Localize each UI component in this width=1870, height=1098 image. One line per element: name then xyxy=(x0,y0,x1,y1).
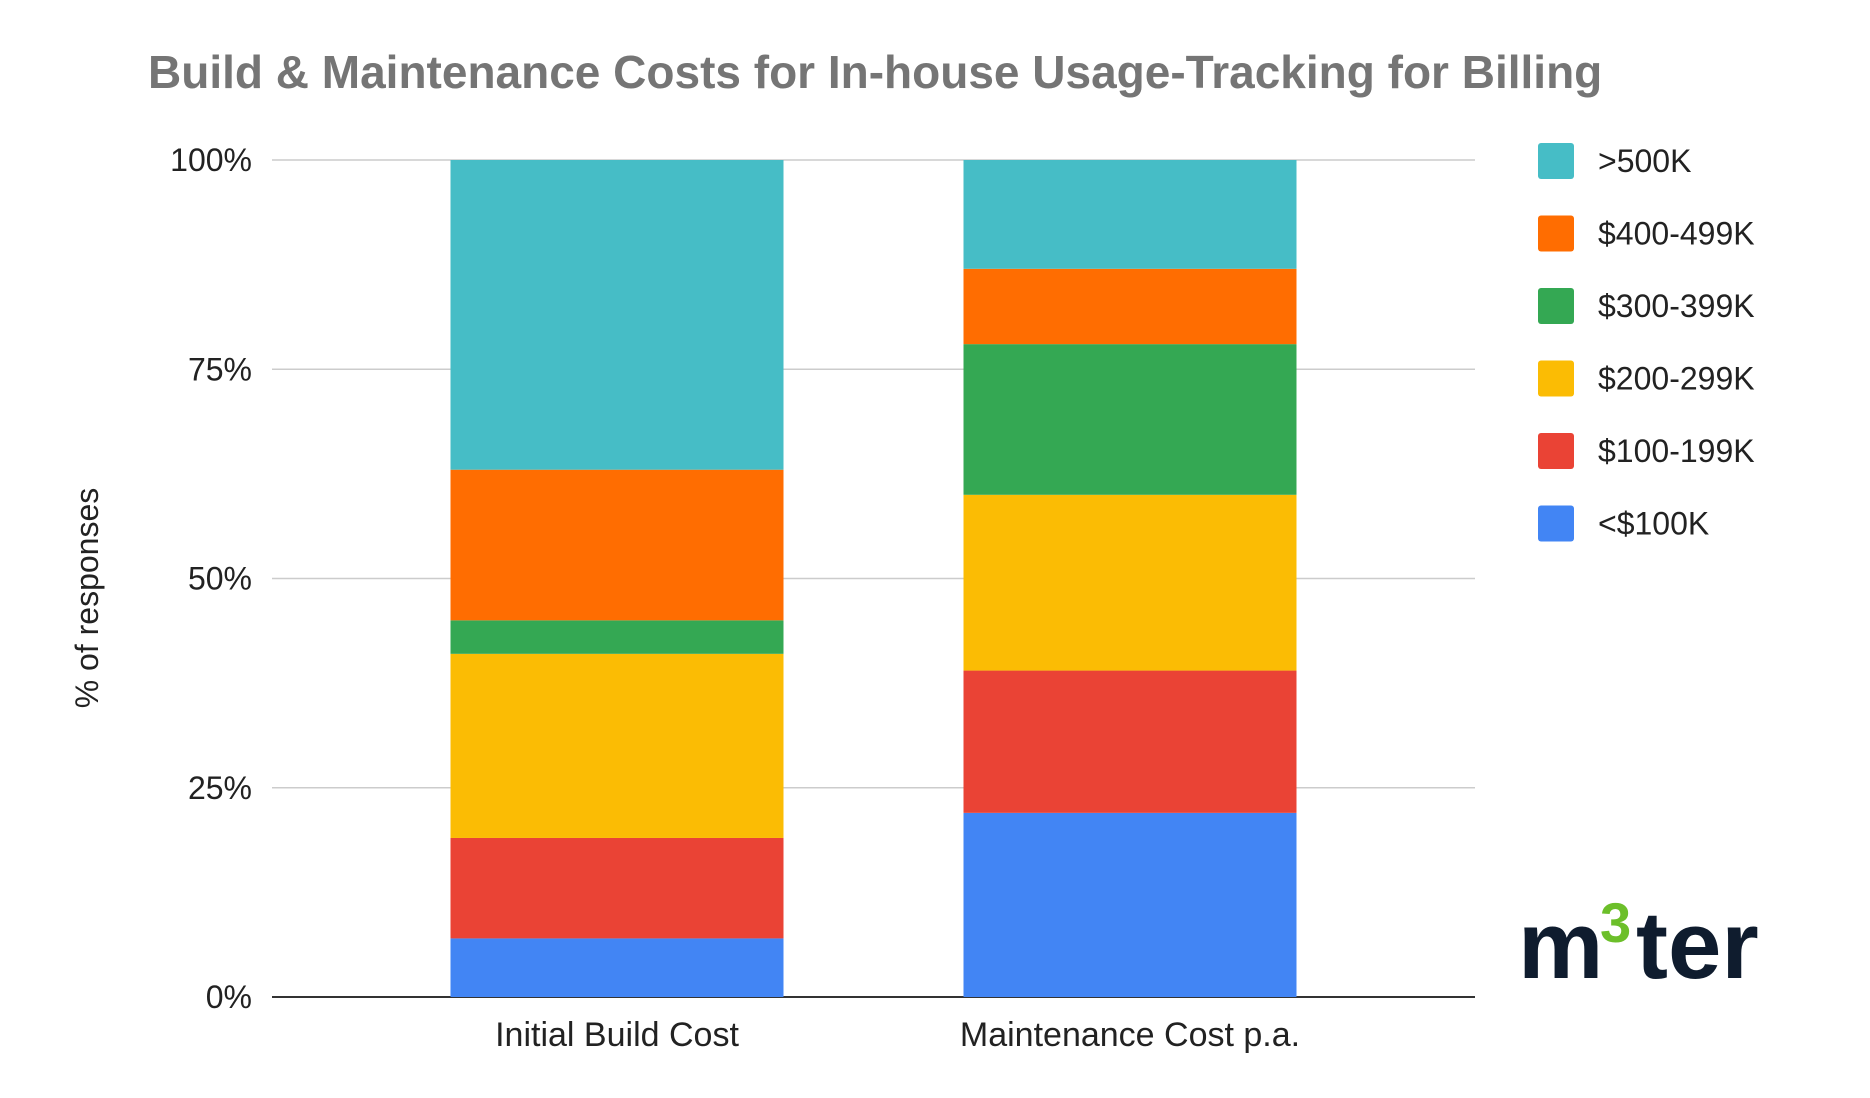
y-tick-label: 100% xyxy=(170,142,252,178)
chart-title: Build & Maintenance Costs for In-house U… xyxy=(148,46,1602,98)
y-tick-label: 50% xyxy=(188,561,252,597)
legend-label: $400-499K xyxy=(1598,216,1755,252)
legend-swatch xyxy=(1538,505,1574,542)
x-axis-categories: Initial Build Cost Maintenance Cost p.a. xyxy=(495,1016,1300,1054)
legend-label: $200-299K xyxy=(1598,361,1755,397)
legend-swatch xyxy=(1538,215,1574,252)
y-tick-label: 0% xyxy=(206,979,252,1015)
bar-segment xyxy=(963,344,1297,495)
legend-label: $100-199K xyxy=(1598,433,1755,469)
legend-label: $300-399K xyxy=(1598,288,1755,324)
legend-label: >500K xyxy=(1598,143,1691,179)
bars xyxy=(450,160,1297,997)
bar-segment xyxy=(450,653,784,838)
legend: >500K $400-499K $300-399K $200-299K $100-199… xyxy=(1538,143,1755,542)
bar-segment xyxy=(963,494,1297,671)
logo-text-m: m xyxy=(1518,892,1603,999)
y-axis-ticks: 0% 25% 50% 75% 100% xyxy=(170,142,252,1015)
y-axis-label: % of responses xyxy=(69,488,105,709)
bar-segment xyxy=(450,837,784,939)
bar-segment xyxy=(963,670,1297,813)
legend-swatch xyxy=(1538,288,1574,324)
logo-text-ter: ter xyxy=(1636,892,1759,999)
legend-label: <$100K xyxy=(1598,506,1709,542)
legend-swatch xyxy=(1538,360,1574,397)
legend-swatch xyxy=(1538,143,1574,179)
m3ter-logo: m 3 ter xyxy=(1518,891,1759,999)
legend-swatch xyxy=(1538,433,1574,469)
bar-segment xyxy=(450,469,784,621)
bar-segment xyxy=(963,160,1297,269)
bar-segment xyxy=(963,812,1297,997)
bar-segment xyxy=(450,620,784,654)
bar-segment xyxy=(963,268,1297,345)
logo-superscript: 3 xyxy=(1600,891,1631,954)
x-category-label: Initial Build Cost xyxy=(495,1016,739,1054)
bar-segment xyxy=(450,938,784,997)
y-tick-label: 25% xyxy=(188,770,252,806)
x-category-label: Maintenance Cost p.a. xyxy=(960,1016,1300,1054)
bar-segment xyxy=(450,160,784,470)
y-tick-label: 75% xyxy=(188,351,252,387)
